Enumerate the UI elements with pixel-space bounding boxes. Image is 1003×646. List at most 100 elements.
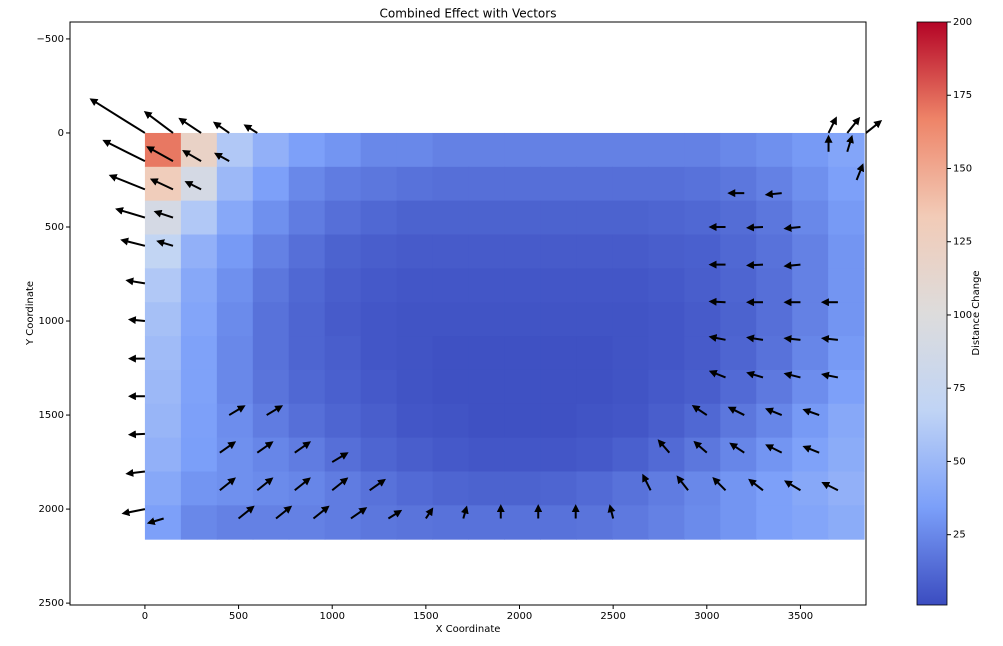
heat-cell (468, 471, 506, 506)
heat-cell (612, 505, 649, 540)
heat-cell (432, 369, 470, 405)
heat-cell (252, 166, 290, 202)
heat-cell (648, 234, 685, 269)
heat-cell (252, 268, 290, 303)
heat-cell (648, 505, 685, 540)
heat-cell (180, 437, 218, 472)
heat-cell (216, 369, 254, 405)
heat-cell (504, 437, 541, 472)
heat-cell (720, 268, 757, 303)
heat-cell (540, 166, 577, 202)
heat-cell (504, 166, 541, 202)
heat-cell (288, 166, 326, 202)
vector (387, 509, 403, 520)
heat-cell (612, 437, 649, 472)
vector (115, 207, 146, 219)
heat-cell (324, 336, 362, 371)
heat-cell (324, 471, 362, 506)
vector (184, 181, 202, 191)
vector (108, 174, 146, 191)
heat-cell (252, 403, 290, 439)
heat-cell (468, 166, 506, 202)
heat-cell (540, 437, 577, 472)
heat-cell (468, 369, 506, 405)
vector (745, 223, 764, 232)
vector (266, 405, 284, 416)
heat-cell (540, 471, 577, 506)
heat-cell (648, 336, 685, 371)
heat-cell (684, 166, 721, 202)
y-tick-label: 1000 (39, 316, 64, 327)
vector (802, 445, 820, 454)
heat-cell (360, 268, 398, 303)
heat-cell (684, 471, 721, 506)
vector (149, 178, 174, 191)
x-tick-label: 3000 (694, 611, 719, 622)
heat-cell (828, 505, 865, 540)
heat-cell (540, 302, 577, 337)
heat-cell (540, 132, 577, 168)
colorbar-tick-label: 125 (953, 237, 972, 248)
heat-cell (288, 471, 326, 506)
heat-cell (720, 369, 757, 405)
heat-cell (648, 132, 685, 168)
heat-cell (828, 268, 865, 303)
heat-cell (216, 268, 254, 303)
vector (294, 441, 312, 454)
heat-cell (612, 336, 649, 371)
heat-cell (576, 302, 613, 337)
heat-cell (612, 471, 649, 506)
heat-cell (360, 471, 398, 506)
vector (178, 117, 202, 134)
heat-cell (144, 268, 182, 303)
heat-cell (180, 403, 218, 439)
heat-cell (756, 132, 793, 168)
heat-cell (648, 166, 685, 202)
heat-cell (576, 471, 613, 506)
vector (143, 111, 174, 134)
vector (802, 408, 820, 416)
vector (693, 440, 708, 454)
heat-cell (720, 166, 757, 202)
x-tick-label: 3500 (788, 611, 813, 622)
vector (783, 223, 801, 232)
heat-cell (792, 200, 829, 236)
heat-cell (792, 369, 829, 405)
vector (256, 477, 274, 492)
heat-cell (576, 132, 613, 168)
heat-cell (432, 471, 470, 506)
vector (256, 441, 274, 454)
heat-cell (432, 505, 470, 540)
heat-cell (612, 234, 649, 269)
heat-cell (288, 403, 326, 439)
heat-cell (396, 505, 434, 540)
heat-cell (504, 234, 541, 269)
vector (275, 505, 293, 520)
heat-cell (720, 132, 757, 168)
heat-cell (684, 200, 721, 236)
heat-cell (612, 268, 649, 303)
heat-cell (504, 268, 541, 303)
vector (156, 239, 174, 247)
vector (607, 504, 616, 519)
heat-cell (432, 302, 470, 337)
vector (182, 150, 202, 163)
heat-cell (360, 166, 398, 202)
heat-cell (252, 369, 290, 405)
heat-cell (540, 336, 577, 371)
vector (228, 405, 246, 416)
heat-cell (252, 132, 290, 168)
heat-cell (396, 437, 434, 472)
y-tick-label: −500 (37, 34, 64, 45)
heat-cell (180, 268, 218, 303)
heat-cell (576, 437, 613, 472)
heat-cell (828, 403, 865, 439)
heat-cell (396, 471, 434, 506)
heat-cell (540, 369, 577, 405)
colorbar-tick-label: 75 (953, 383, 966, 394)
heat-cell (828, 200, 865, 236)
heat-cell (792, 166, 829, 202)
heat-cell (468, 437, 506, 472)
vector (219, 477, 236, 492)
heat-cell (684, 403, 721, 439)
